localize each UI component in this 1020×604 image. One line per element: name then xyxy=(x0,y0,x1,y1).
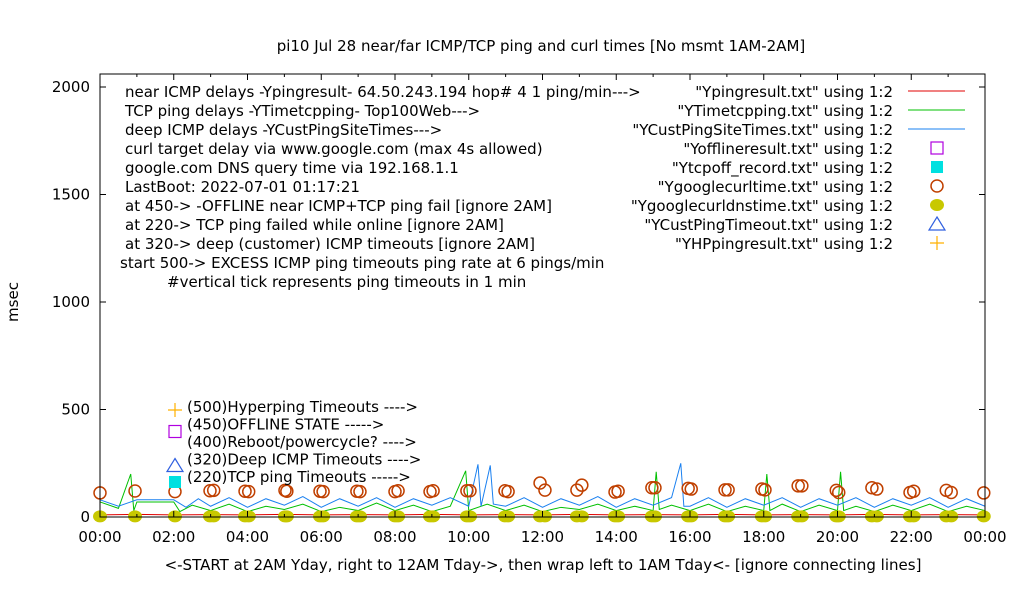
legend-label: "Ypingresult.txt" using 1:2 xyxy=(695,83,893,101)
timeout-marker xyxy=(167,459,183,472)
timeout-label: (450)OFFLINE STATE -----> xyxy=(187,416,384,434)
note-text: deep ICMP delays -YCustPingSiteTimes---> xyxy=(125,121,442,139)
x-tick-label: 22:00 xyxy=(890,528,933,546)
legend-label: "Ygooglecurldnstime.txt" using 1:2 xyxy=(631,197,893,215)
note-text: start 500-> EXCESS ICMP ping timeouts pi… xyxy=(120,254,604,272)
x-tick-label: 06:00 xyxy=(300,528,343,546)
data-point xyxy=(316,510,330,522)
data-point xyxy=(464,485,476,497)
data-point xyxy=(832,510,846,522)
x-tick-label: 02:00 xyxy=(152,528,195,546)
data-point xyxy=(128,510,142,522)
data-point xyxy=(684,510,698,522)
note-text: #vertical tick represents ping timeouts … xyxy=(167,273,526,291)
data-point xyxy=(207,510,221,522)
data-point xyxy=(611,510,625,522)
data-point xyxy=(538,510,552,522)
legend-label: "Yofflineresult.txt" using 1:2 xyxy=(683,140,893,158)
timeout-label: (500)Hyperping Timeouts ----> xyxy=(187,398,418,416)
data-point xyxy=(978,487,990,499)
x-tick-label: 18:00 xyxy=(742,528,785,546)
data-point xyxy=(648,510,662,522)
x-tick-label: 12:00 xyxy=(521,528,564,546)
data-point xyxy=(353,510,367,522)
y-axis-label: msec xyxy=(4,282,22,322)
data-point xyxy=(571,484,583,496)
data-point xyxy=(977,510,991,522)
data-point xyxy=(168,510,182,522)
timeout-label: (220)TCP ping Timeouts -----> xyxy=(187,468,411,486)
x-tick-label: 00:00 xyxy=(963,528,1006,546)
timeout-label: (320)Deep ICMP Timeouts ----> xyxy=(187,451,421,469)
x-tick-label: 20:00 xyxy=(816,528,859,546)
timeout-marker xyxy=(169,426,181,438)
legend-marker xyxy=(931,180,943,192)
data-point xyxy=(795,510,809,522)
data-point xyxy=(758,510,772,522)
legend-label: "YTimetcpping.txt" using 1:2 xyxy=(677,102,893,120)
note-text: at 450-> -OFFLINE near ICMP+TCP ping fai… xyxy=(125,197,552,215)
data-point xyxy=(646,482,658,494)
data-point xyxy=(280,510,294,522)
y-tick-label: 1500 xyxy=(52,186,90,204)
data-point xyxy=(944,510,958,522)
legend-marker xyxy=(931,142,943,154)
note-text: TCP ping delays -YTimetcpping- Top100Web… xyxy=(124,102,480,120)
data-point xyxy=(870,510,884,522)
data-point xyxy=(576,479,588,491)
timeout-marker xyxy=(168,403,182,417)
legend-marker xyxy=(931,161,943,173)
data-point xyxy=(722,484,734,496)
chart-title: pi10 Jul 28 near/far ICMP/TCP ping and c… xyxy=(277,37,806,55)
note-text: google.com DNS query time via 192.168.1.… xyxy=(125,159,459,177)
legend-label: "Ygooglecurltime.txt" using 1:2 xyxy=(658,178,893,196)
data-point xyxy=(501,510,515,522)
legend-marker xyxy=(930,199,944,211)
data-point xyxy=(391,510,405,522)
data-point xyxy=(575,510,589,522)
x-axis-label: <-START at 2AM Yday, right to 12AM Tday-… xyxy=(165,556,922,574)
legend-label: "YCustPingSiteTimes.txt" using 1:2 xyxy=(632,121,893,139)
timeout-marker xyxy=(169,476,181,488)
note-text: at 220-> TCP ping failed while online [i… xyxy=(125,216,504,234)
y-tick-label: 2000 xyxy=(52,78,90,96)
x-tick-label: 08:00 xyxy=(373,528,416,546)
data-point xyxy=(426,510,440,522)
legend-marker xyxy=(930,236,944,250)
x-tick-label: 00:00 xyxy=(78,528,121,546)
x-tick-label: 14:00 xyxy=(595,528,638,546)
y-tick-label: 0 xyxy=(80,508,90,526)
data-point xyxy=(242,510,256,522)
y-tick-label: 1000 xyxy=(52,293,90,311)
legend-label: "YCustPingTimeout.txt" using 1:2 xyxy=(644,216,893,234)
x-tick-label: 04:00 xyxy=(226,528,269,546)
data-point xyxy=(129,485,141,497)
x-tick-label: 10:00 xyxy=(447,528,490,546)
timeout-label: (400)Reboot/powercycle? ----> xyxy=(187,433,417,451)
legend-marker xyxy=(929,217,945,230)
data-point xyxy=(719,484,731,496)
data-point xyxy=(463,510,477,522)
legend-label: "YHPpingresult.txt" using 1:2 xyxy=(675,235,893,253)
x-tick-label: 16:00 xyxy=(668,528,711,546)
data-point xyxy=(907,510,921,522)
y-tick-label: 500 xyxy=(61,401,90,419)
legend-label: "Ytcpoff_record.txt" using 1:2 xyxy=(672,159,893,178)
note-text: LastBoot: 2022-07-01 01:17:21 xyxy=(125,178,360,196)
note-text: at 320-> deep (customer) ICMP timeouts [… xyxy=(125,235,535,253)
note-text: near ICMP delays -Ypingresult- 64.50.243… xyxy=(125,83,641,101)
data-point xyxy=(721,510,735,522)
note-text: curl target delay via www.google.com (ma… xyxy=(125,140,543,158)
